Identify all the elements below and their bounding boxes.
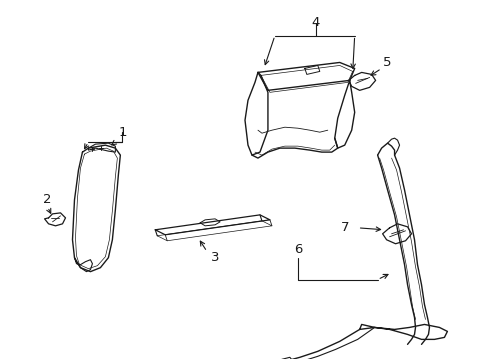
Text: 3: 3	[210, 251, 219, 264]
Text: 1: 1	[118, 126, 126, 139]
Text: 6: 6	[293, 243, 302, 256]
Text: 4: 4	[311, 16, 319, 29]
Text: 2: 2	[43, 193, 52, 206]
Text: 5: 5	[383, 56, 391, 69]
Text: 7: 7	[340, 221, 348, 234]
